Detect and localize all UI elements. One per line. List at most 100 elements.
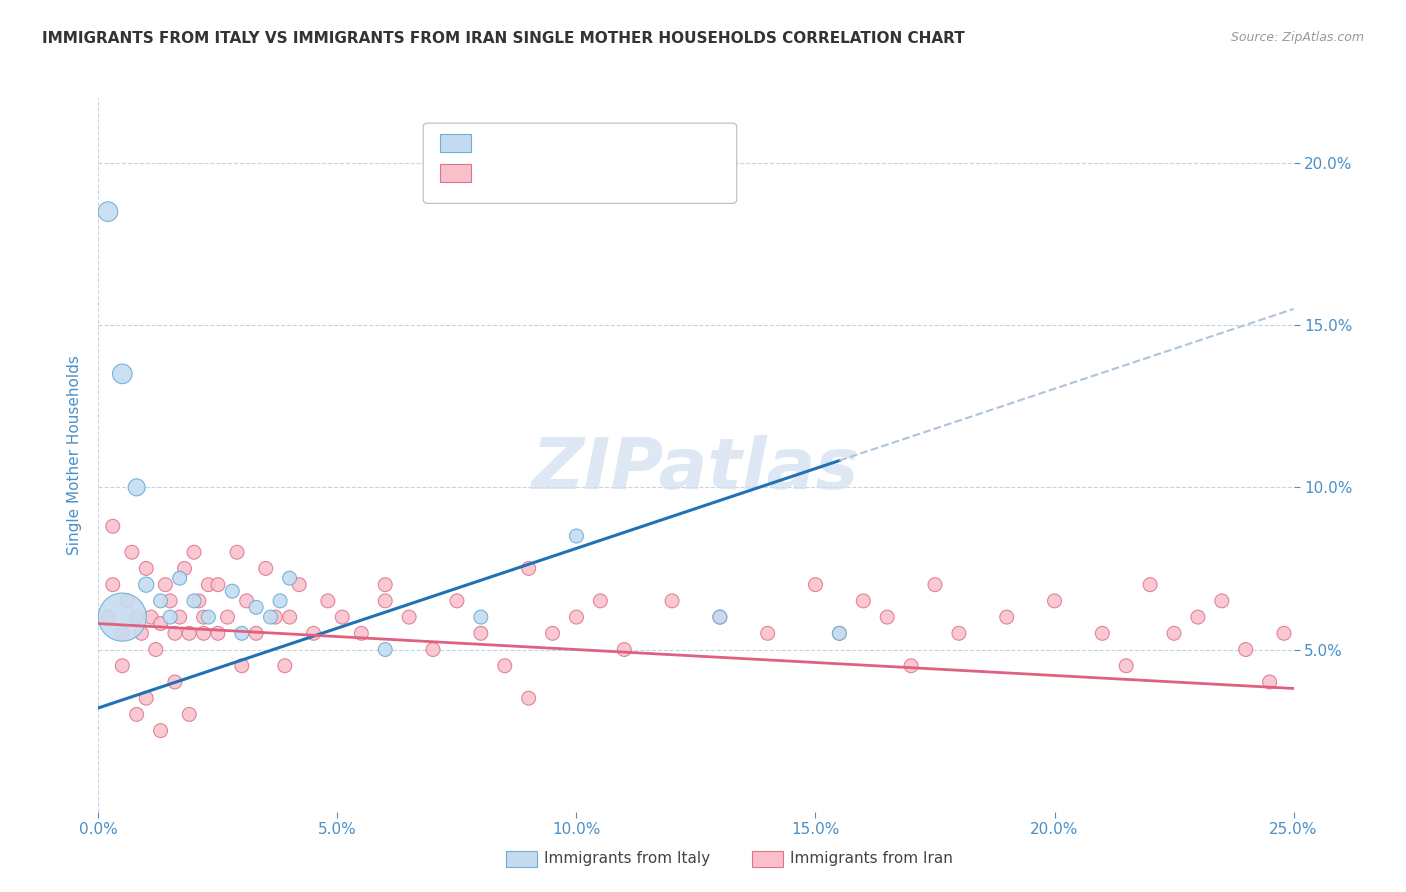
Point xyxy=(1091,626,1114,640)
Point xyxy=(316,594,339,608)
Point xyxy=(217,610,239,624)
Point xyxy=(163,626,186,640)
Point xyxy=(1211,594,1233,608)
Text: Source: ZipAtlas.com: Source: ZipAtlas.com xyxy=(1230,31,1364,45)
Point xyxy=(517,561,540,575)
Point xyxy=(1272,626,1295,640)
Point xyxy=(269,594,291,608)
Point xyxy=(470,626,492,640)
Point xyxy=(149,723,172,738)
Point xyxy=(135,691,157,706)
Point xyxy=(145,642,167,657)
Point xyxy=(179,707,201,722)
Point xyxy=(852,594,875,608)
Point xyxy=(422,642,444,657)
Point xyxy=(111,610,134,624)
Text: R = -0.183  N = 79: R = -0.183 N = 79 xyxy=(478,166,623,180)
Point xyxy=(1139,577,1161,591)
Point xyxy=(183,594,205,608)
Point xyxy=(187,594,209,608)
Point xyxy=(1187,610,1209,624)
Point xyxy=(183,545,205,559)
Point xyxy=(169,610,191,624)
Point xyxy=(1115,658,1137,673)
Point xyxy=(125,707,148,722)
Point xyxy=(173,561,195,575)
Point xyxy=(274,658,297,673)
Point xyxy=(264,610,287,624)
Text: ZIPatlas: ZIPatlas xyxy=(533,434,859,504)
Point xyxy=(374,577,396,591)
Point xyxy=(207,626,229,640)
Point xyxy=(159,610,181,624)
Text: Immigrants from Italy: Immigrants from Italy xyxy=(544,852,710,866)
Point xyxy=(97,610,120,624)
Point xyxy=(924,577,946,591)
Point xyxy=(207,577,229,591)
Point xyxy=(398,610,420,624)
Point xyxy=(900,658,922,673)
Point xyxy=(231,626,253,640)
Point xyxy=(125,480,148,494)
Point xyxy=(259,610,281,624)
Point xyxy=(135,561,157,575)
Point xyxy=(565,529,588,543)
Point xyxy=(995,610,1018,624)
Point xyxy=(589,594,612,608)
Text: Immigrants from Iran: Immigrants from Iran xyxy=(790,852,953,866)
Point xyxy=(139,610,162,624)
Point xyxy=(804,577,827,591)
Point xyxy=(288,577,311,591)
Point xyxy=(111,658,134,673)
Point xyxy=(1234,642,1257,657)
Point xyxy=(101,577,124,591)
Point xyxy=(111,626,134,640)
Point xyxy=(226,545,249,559)
Point xyxy=(115,594,138,608)
Point xyxy=(1258,675,1281,690)
Point xyxy=(101,519,124,533)
Point xyxy=(278,571,301,585)
Point xyxy=(245,626,267,640)
Point xyxy=(278,610,301,624)
Point xyxy=(1043,594,1066,608)
Point xyxy=(494,658,516,673)
Point xyxy=(1163,626,1185,640)
Point xyxy=(149,594,172,608)
Point xyxy=(470,610,492,624)
Point xyxy=(374,594,396,608)
Point xyxy=(330,610,353,624)
Point xyxy=(197,610,219,624)
Point xyxy=(756,626,779,640)
Point xyxy=(245,600,267,615)
Point xyxy=(828,626,851,640)
Point xyxy=(163,675,186,690)
Point xyxy=(613,642,636,657)
Point xyxy=(97,204,120,219)
Point xyxy=(235,594,257,608)
Text: IMMIGRANTS FROM ITALY VS IMMIGRANTS FROM IRAN SINGLE MOTHER HOUSEHOLDS CORRELATI: IMMIGRANTS FROM ITALY VS IMMIGRANTS FROM… xyxy=(42,31,965,46)
Point xyxy=(149,616,172,631)
Point xyxy=(221,584,243,599)
Point xyxy=(131,626,153,640)
Point xyxy=(197,577,219,591)
Point xyxy=(121,545,143,559)
Point xyxy=(231,658,253,673)
Y-axis label: Single Mother Households: Single Mother Households xyxy=(67,355,83,555)
Point xyxy=(541,626,564,640)
Point xyxy=(135,577,157,591)
Point xyxy=(254,561,277,575)
Point xyxy=(125,610,148,624)
Point xyxy=(876,610,898,624)
Point xyxy=(111,367,134,381)
Point xyxy=(155,577,177,591)
Point xyxy=(193,626,215,640)
Point xyxy=(350,626,373,640)
Point xyxy=(661,594,683,608)
Point xyxy=(517,691,540,706)
Point xyxy=(948,626,970,640)
Point xyxy=(446,594,468,608)
Point xyxy=(179,626,201,640)
Point xyxy=(169,571,191,585)
Point xyxy=(302,626,325,640)
